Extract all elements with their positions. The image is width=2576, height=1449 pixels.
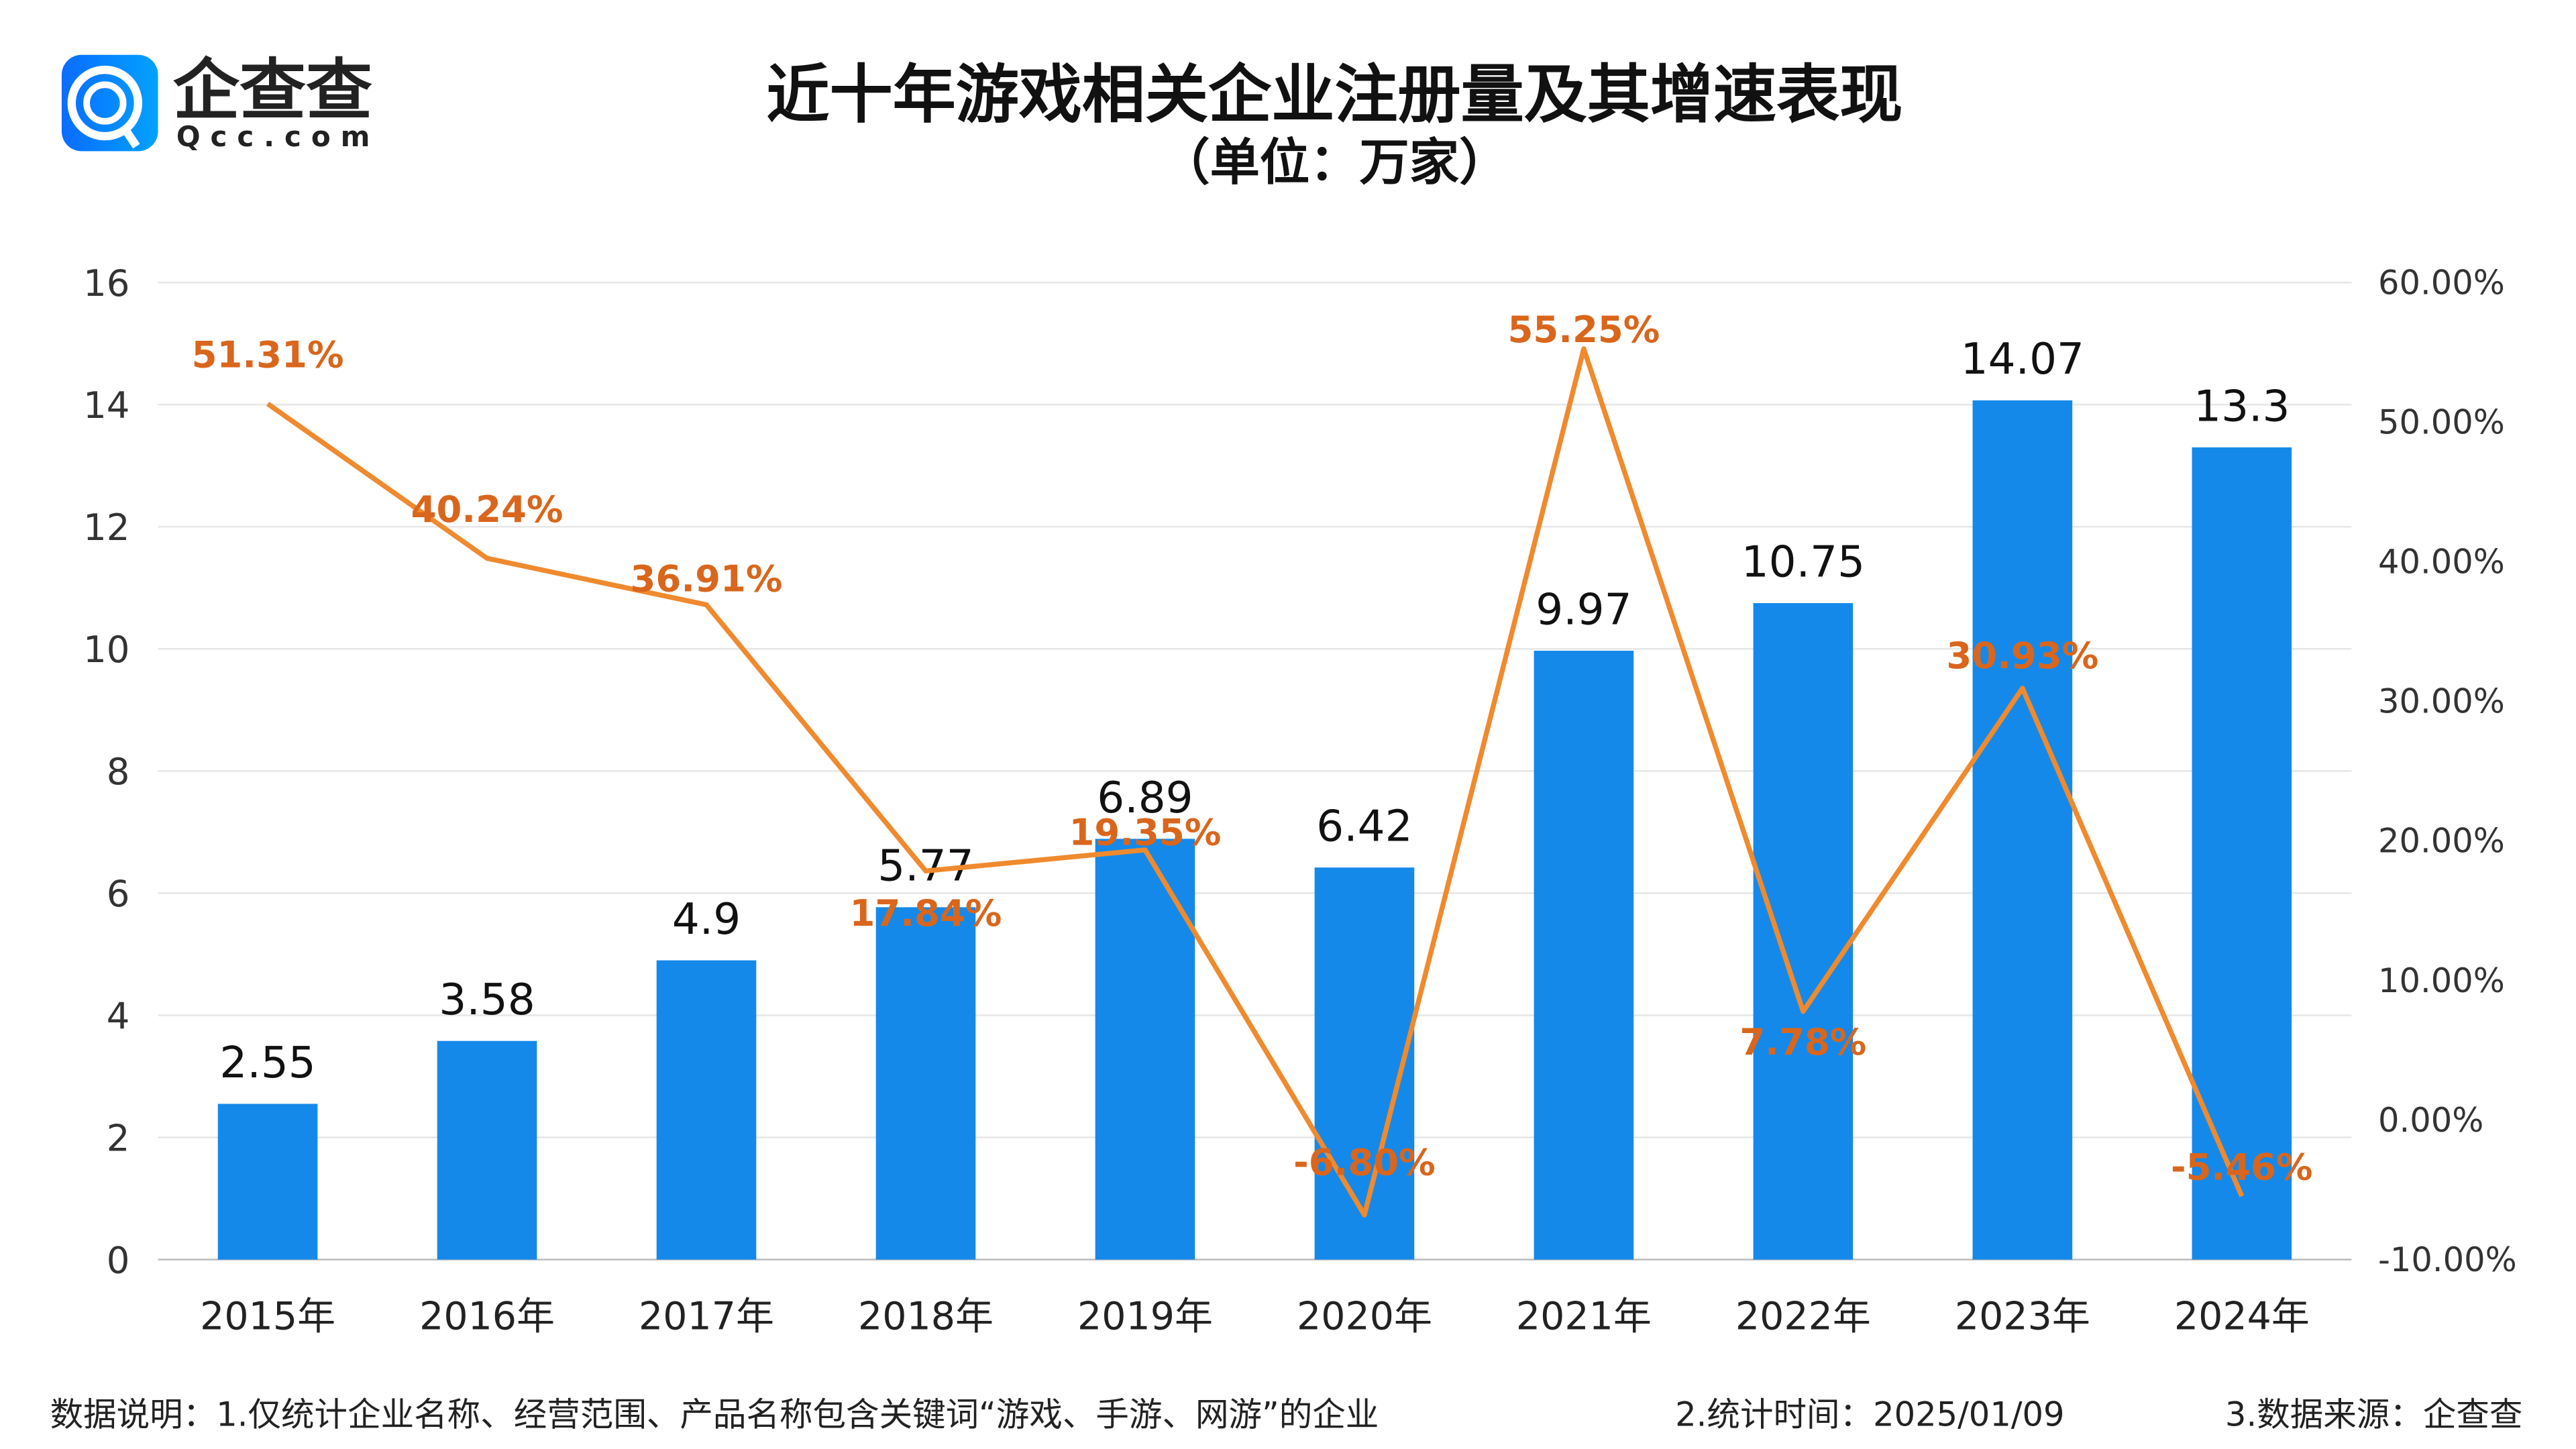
left-axis-tick: 10 bbox=[83, 628, 129, 671]
bar bbox=[217, 1104, 318, 1260]
bar bbox=[1534, 651, 1634, 1260]
footer-note-date: 2.统计时间：2025/01/09 bbox=[1675, 1395, 2064, 1434]
bar bbox=[2192, 447, 2292, 1260]
growth-rate-label: 7.78% bbox=[1739, 1020, 1866, 1063]
left-axis-tick: 12 bbox=[83, 506, 129, 549]
bar-value-label: 14.07 bbox=[1961, 334, 2084, 384]
bar-value-label: 3.58 bbox=[439, 975, 535, 1025]
left-axis-tick: 6 bbox=[107, 872, 130, 915]
logo-text-en: Qcc.com bbox=[176, 120, 380, 153]
bar-value-label: 9.97 bbox=[1536, 584, 1631, 635]
right-axis-tick: 0.00% bbox=[2378, 1101, 2483, 1140]
x-axis-tick: 2019年 bbox=[1077, 1295, 1213, 1339]
bar bbox=[1095, 839, 1195, 1260]
footer-note-scope: 数据说明：1.仅统计企业名称、经营范围、产品名称包含关键词“游戏、手游、网游”的… bbox=[50, 1395, 1379, 1434]
x-axis-tick: 2016年 bbox=[419, 1295, 555, 1339]
plot-area: 0 2 4 6 8 10 12 14 16 -10.00% 0.00% 10.00% 20.00% 30.… bbox=[83, 262, 2517, 1339]
bar bbox=[656, 960, 757, 1260]
x-axis-tick: 2020年 bbox=[1297, 1295, 1432, 1339]
footer-note-source: 3.数据来源：企查查 bbox=[2225, 1395, 2523, 1434]
bar-value-label: 4.9 bbox=[672, 894, 741, 945]
bar-value-label: 6.42 bbox=[1316, 802, 1412, 852]
bar bbox=[1314, 867, 1415, 1260]
qcc-logo: 企查查 Qcc.com bbox=[61, 52, 380, 153]
x-axis-tick: 2015年 bbox=[200, 1295, 335, 1339]
left-axis-tick: 4 bbox=[107, 994, 130, 1037]
right-axis-tick: 60.00% bbox=[2378, 263, 2505, 302]
left-axis-tick: 16 bbox=[83, 262, 129, 305]
right-axis-tick: 10.00% bbox=[2378, 961, 2505, 1000]
right-axis-tick: 30.00% bbox=[2378, 682, 2505, 721]
growth-rate-label: 51.31% bbox=[192, 333, 344, 376]
chart-subtitle: （单位：万家） bbox=[1160, 133, 1509, 192]
bar-value-label: 2.55 bbox=[219, 1038, 315, 1088]
bar-value-label: 6.89 bbox=[1097, 773, 1193, 823]
growth-rate-label: 19.35% bbox=[1069, 810, 1222, 853]
growth-rate-label: 40.24% bbox=[411, 488, 564, 531]
growth-rate-label: -5.46% bbox=[2171, 1145, 2313, 1188]
left-axis-tick: 8 bbox=[107, 750, 130, 793]
bar bbox=[437, 1040, 537, 1260]
x-axis-tick: 2024年 bbox=[2174, 1295, 2310, 1339]
bar-value-label: 10.75 bbox=[1741, 537, 1865, 587]
growth-rate-label: 55.25% bbox=[1507, 308, 1660, 351]
bar bbox=[1972, 400, 2073, 1260]
right-axis-tick: 50.00% bbox=[2378, 403, 2505, 442]
x-axis-tick: 2017年 bbox=[639, 1295, 774, 1339]
right-axis-tick: 20.00% bbox=[2378, 822, 2505, 861]
growth-rate-label: 36.91% bbox=[631, 557, 783, 600]
growth-rate-label: 30.93% bbox=[1946, 634, 2098, 677]
left-axis-tick: 0 bbox=[107, 1238, 130, 1281]
left-axis-tick: 2 bbox=[107, 1116, 130, 1159]
right-axis-tick: 40.00% bbox=[2378, 543, 2505, 582]
growth-rate-label: -6.80% bbox=[1293, 1141, 1436, 1184]
bar bbox=[875, 907, 976, 1260]
x-axis-tick: 2021年 bbox=[1516, 1295, 1652, 1339]
growth-rate-label: 17.84% bbox=[850, 892, 1002, 934]
left-axis-tick: 14 bbox=[83, 384, 129, 427]
chart-title: 近十年游戏相关企业注册量及其增速表现 bbox=[766, 58, 1902, 131]
growth-rate-line bbox=[266, 346, 2245, 1218]
right-axis-tick: -10.00% bbox=[2378, 1240, 2517, 1279]
bar-value-label: 13.3 bbox=[2194, 381, 2290, 431]
x-axis-tick: 2023年 bbox=[1955, 1295, 2090, 1339]
x-axis-tick: 2018年 bbox=[858, 1295, 994, 1339]
logo-text-cn: 企查查 bbox=[173, 52, 372, 129]
bar bbox=[1753, 603, 1854, 1260]
x-axis-tick: 2022年 bbox=[1735, 1295, 1871, 1339]
